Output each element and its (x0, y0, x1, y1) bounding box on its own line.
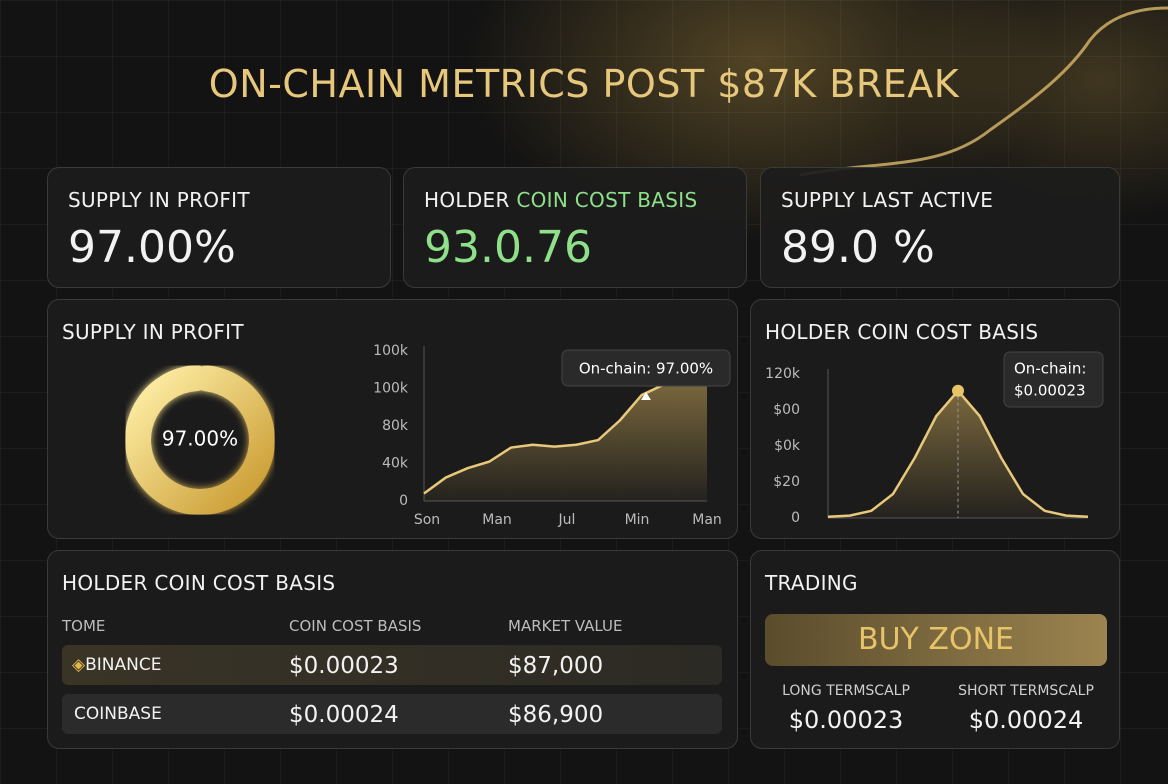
panel-title: HOLDER COIN COST BASIS (62, 571, 336, 595)
table-cell: $0.00023 (289, 653, 399, 679)
trading-label: LONG TERMSCALP (782, 683, 910, 699)
decor-curve (799, 6, 1168, 177)
x-tick-label: Man (692, 512, 722, 528)
trading-value: $0.00023 (788, 706, 904, 734)
trading-label: SHORT TERMSCALP (958, 683, 1094, 699)
y-tick-label: 40k (382, 456, 409, 472)
table-cell: COINBASE (74, 704, 162, 724)
y-tick-label: 0 (399, 493, 408, 509)
area-fill (424, 380, 707, 501)
x-tick-label: Jul (558, 512, 576, 528)
table-cell: $87,000 (508, 653, 604, 679)
tooltip-text: On-chain: (1014, 360, 1086, 378)
metric-value: 89.0 % (781, 222, 935, 273)
donut-label: 97.00% (162, 427, 238, 451)
tooltip-text: $0.00023 (1014, 382, 1086, 400)
metric-card: HOLDER COIN COST BASIS 93.0.76 (403, 167, 747, 288)
metric-card: SUPPLY LAST ACTIVE 89.0 % (760, 167, 1120, 288)
x-tick-label: Min (625, 512, 650, 528)
y-tick-label: $00 (773, 402, 800, 418)
table-header: TOME (62, 617, 106, 635)
y-tick-label: 0 (791, 510, 800, 526)
metric-label: SUPPLY LAST ACTIVE (781, 188, 994, 212)
table-cell: $0.00024 (289, 702, 399, 728)
table-header: COIN COST BASIS (289, 617, 422, 635)
y-tick-label: $20 (773, 474, 800, 490)
panel-title: SUPPLY IN PROFIT (62, 320, 244, 344)
donut-arc (125, 365, 275, 515)
buy-zone-button[interactable]: BUY ZONE (765, 614, 1107, 666)
area-fill (828, 390, 1088, 518)
panel-title: HOLDER COIN COST BASIS (765, 320, 1039, 344)
table-header: MARKET VALUE (508, 617, 623, 635)
metric-value: 97.00% (68, 222, 236, 273)
metric-label: HOLDER COIN COST BASIS (424, 188, 697, 212)
metric-label: SUPPLY IN PROFIT (68, 188, 250, 212)
label-part: HOLDER (424, 188, 510, 212)
y-tick-label: 100k (373, 343, 409, 359)
peak-dot (952, 384, 964, 397)
y-tick-label: 100k (373, 381, 409, 397)
x-tick-label: Son (414, 512, 440, 528)
trading-panel: TRADING BUY ZONE LONG TERMSCALP $0.00023… (750, 550, 1120, 749)
tooltip-text: On-chain: 97.00% (579, 360, 713, 378)
table-row: ◈BINANCE $0.00023 $87,000 (62, 645, 722, 685)
table-row: COINBASE $0.00024 $86,900 (62, 694, 722, 734)
y-tick-label: 80k (382, 418, 409, 434)
tooltip (1003, 351, 1104, 408)
y-tick-label: $0k (774, 438, 801, 454)
metric-value: 93.0.76 (424, 222, 592, 273)
y-tick-label: 120k (765, 366, 801, 382)
table-cell: $86,900 (508, 702, 604, 728)
table-cell: ◈BINANCE (72, 655, 162, 675)
x-tick-label: Man (482, 512, 512, 528)
label-part: COIN COST BASIS (516, 188, 698, 212)
exchange-name: BINANCE (85, 655, 162, 675)
tooltip (561, 349, 731, 387)
panel-title: TRADING (765, 571, 858, 595)
metric-card: SUPPLY IN PROFIT 97.00% (47, 167, 391, 288)
trading-value: $0.00024 (968, 706, 1084, 734)
tooltip-pointer (641, 392, 651, 400)
page-title: ON-CHAIN METRICS POST $87K BREAK (208, 62, 960, 106)
